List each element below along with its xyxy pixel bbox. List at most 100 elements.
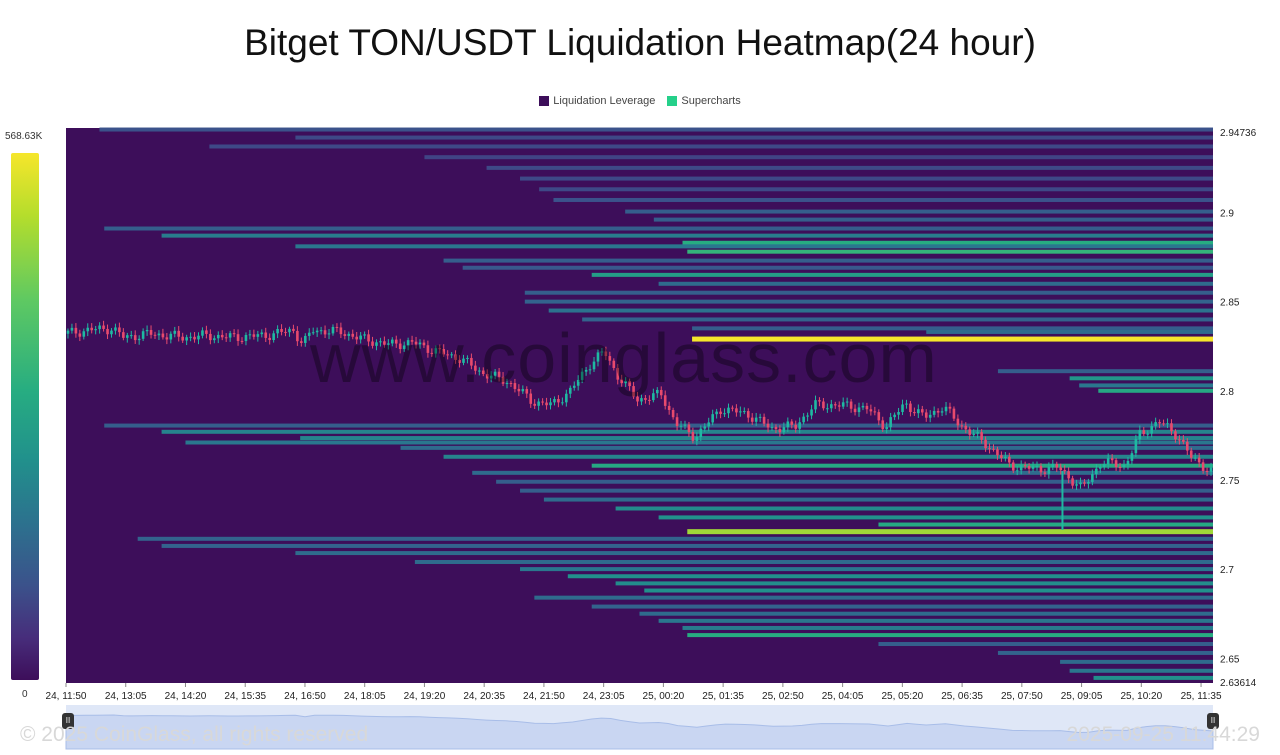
candle-body xyxy=(1075,484,1078,486)
liquidation-band xyxy=(591,272,1213,277)
candle-body xyxy=(347,333,351,336)
candle-body xyxy=(604,351,608,357)
candle-body xyxy=(442,348,446,355)
legend-item-liquidation-leverage[interactable]: Liquidation Leverage xyxy=(539,95,655,107)
candle-body xyxy=(956,418,960,426)
candle-body xyxy=(735,408,738,413)
candle-body xyxy=(1023,465,1027,467)
candle-body xyxy=(379,341,382,343)
candle-body xyxy=(822,401,825,409)
candle-body xyxy=(244,334,248,342)
candle-body xyxy=(968,429,972,435)
candle-body xyxy=(402,345,406,350)
candle-body xyxy=(667,405,671,410)
x-tick-label: 24, 21:50 xyxy=(523,691,565,702)
candle-body xyxy=(98,325,101,330)
timestamp-text: 2025-09-25 11:44:29 xyxy=(1066,723,1260,746)
x-tick-label: 25, 02:50 xyxy=(762,691,804,702)
liquidation-band xyxy=(534,595,1213,600)
candle-body xyxy=(82,331,86,337)
candle-body xyxy=(687,424,691,433)
candle-body xyxy=(102,325,105,329)
candle-body xyxy=(201,330,204,336)
candle-body xyxy=(1027,466,1031,469)
candle-body xyxy=(715,411,718,415)
legend-item-supercharts[interactable]: Supercharts xyxy=(667,95,741,107)
y-tick-label: 2.7 xyxy=(1220,565,1234,576)
candle-body xyxy=(438,348,442,350)
time-range-slider[interactable] xyxy=(65,705,1214,750)
candle-body xyxy=(940,411,944,413)
candle-body xyxy=(988,448,991,450)
x-tick-label: 24, 18:05 xyxy=(344,691,386,702)
candle-body xyxy=(470,357,473,366)
candle-body xyxy=(489,375,493,379)
candle-body xyxy=(307,332,311,336)
candle-body xyxy=(837,405,841,407)
slider-right-handle[interactable]: II xyxy=(1207,713,1219,729)
candle-body xyxy=(256,334,260,337)
candle-body xyxy=(1170,423,1173,432)
candle-body xyxy=(90,327,94,331)
candle-body xyxy=(197,335,200,340)
liquidation-band xyxy=(639,611,1213,616)
candle-body xyxy=(513,383,517,389)
y-axis: 2.94736 2.9 2.85 2.8 2.75 2.7 2.65 2.63614 xyxy=(1220,128,1257,689)
liquidation-band xyxy=(295,551,1213,556)
liquidation-band xyxy=(524,299,1213,304)
x-tick-label: 24, 20:35 xyxy=(463,691,505,702)
candle-body xyxy=(719,411,722,414)
candle-body xyxy=(703,426,707,429)
candle-body xyxy=(114,327,117,331)
candle-body xyxy=(1174,431,1177,440)
candle-body xyxy=(541,401,544,403)
x-tick-label: 25, 04:05 xyxy=(822,691,864,702)
candle-body xyxy=(220,334,224,338)
candle-body xyxy=(584,369,588,372)
candle-body xyxy=(810,409,813,416)
x-tick-label: 25, 05:20 xyxy=(881,691,923,702)
candle-body xyxy=(766,423,770,428)
candle-body xyxy=(770,426,774,428)
candle-body xyxy=(1102,464,1106,468)
liquidation-band xyxy=(539,187,1213,192)
liquidation-bands xyxy=(99,127,1214,680)
candle-body xyxy=(731,407,734,409)
candle-body xyxy=(303,335,307,343)
slider-left-handle[interactable]: II xyxy=(62,713,74,729)
candle-body xyxy=(1035,466,1039,468)
liquidation-band xyxy=(658,281,1213,286)
candle-body xyxy=(644,398,647,400)
candle-body xyxy=(165,337,169,340)
candle-body xyxy=(1083,482,1086,484)
x-tick-label: 24, 11:50 xyxy=(46,691,87,702)
candle-body xyxy=(869,409,873,412)
liquidation-band xyxy=(161,543,1213,548)
copyright-text: © 2025 CoinGlass, all rights reserved xyxy=(20,723,369,746)
candle-body xyxy=(406,340,410,346)
candle-body xyxy=(917,409,920,414)
candle-body xyxy=(1189,450,1193,458)
candle-body xyxy=(485,373,489,379)
candle-body xyxy=(74,327,78,334)
candle-body xyxy=(161,333,165,338)
liquidation-band xyxy=(926,329,1213,334)
candle-body xyxy=(1055,464,1059,468)
liquidation-band xyxy=(295,135,1213,140)
candle-body xyxy=(1098,467,1102,469)
candle-body xyxy=(236,334,240,341)
candle-body xyxy=(228,333,232,338)
liquidation-band xyxy=(1098,388,1213,393)
candle-body xyxy=(616,367,620,380)
slider-mini-series xyxy=(65,714,1214,750)
x-tick-label: 24, 13:05 xyxy=(105,691,147,702)
liquidation-band xyxy=(644,588,1213,593)
candle-body xyxy=(430,352,434,354)
candle-body xyxy=(1146,433,1150,435)
price-candles xyxy=(66,320,1213,530)
candle-body xyxy=(739,411,742,413)
candle-body xyxy=(268,337,271,341)
liquidation-band xyxy=(161,233,1213,238)
candle-body xyxy=(553,398,556,403)
